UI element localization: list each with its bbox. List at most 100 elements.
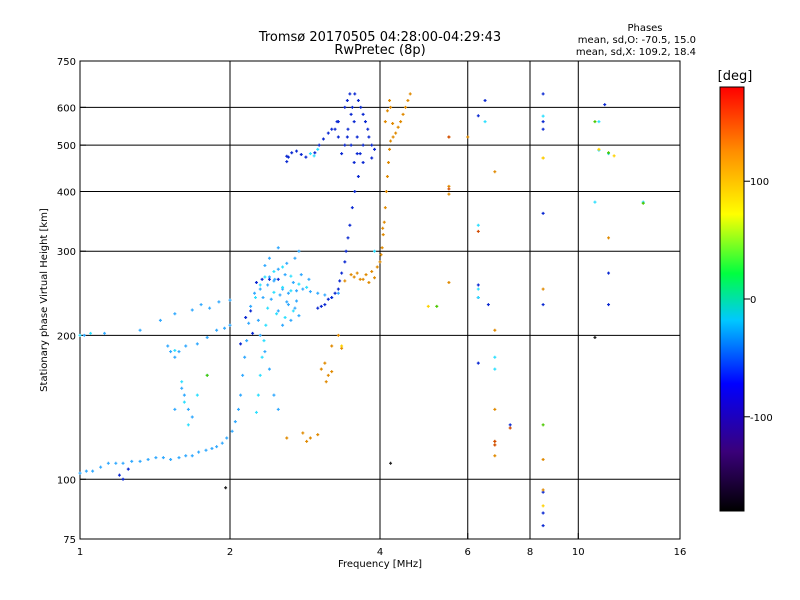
data-point [340,152,344,156]
data-point [286,303,290,307]
data-point [345,99,349,103]
data-point [184,344,188,348]
data-point [403,105,407,109]
data-point [158,318,162,322]
data-point [373,276,377,280]
data-point [541,120,545,124]
data-point [258,373,262,377]
data-point [249,309,253,313]
data-point [447,135,451,139]
data-point [541,303,545,307]
data-point [91,469,95,473]
y-tick-label: 200 [57,331,76,342]
data-point [308,152,312,156]
data-point [607,151,611,155]
data-point [476,361,480,365]
data-point [355,271,359,275]
data-point [493,170,497,174]
data-point [190,415,194,419]
data-point [493,407,497,411]
data-point [225,436,229,440]
data-point [383,206,387,210]
x-tick-label: 4 [377,547,383,558]
data-point [258,333,262,337]
data-point [272,279,276,283]
data-point [224,486,228,490]
y-tick-label: 500 [57,141,76,152]
data-point [166,344,170,348]
data-point [301,431,305,435]
data-point [276,246,280,250]
data-point [126,467,130,471]
colorbar-tick-label: -100 [750,413,773,424]
data-point [186,407,190,411]
data-point [379,253,383,257]
data-point [78,471,82,475]
data-point [350,105,354,109]
data-point [323,361,327,365]
data-point [263,275,267,279]
data-point [326,297,330,301]
data-point [82,333,86,337]
data-point [358,152,362,156]
data-point [493,454,497,458]
data-point [361,160,365,164]
data-point [389,105,393,109]
y-tick-label: 400 [57,187,76,198]
data-point [394,131,398,135]
data-point [476,229,480,233]
data-point [340,271,344,275]
data-point [89,331,93,335]
data-point [493,367,497,371]
data-point [236,407,240,411]
data-point [180,386,184,390]
data-point [272,290,276,294]
data-point [281,323,285,327]
data-point [173,355,177,359]
data-point [346,127,350,131]
data-point [258,283,262,287]
data-point [241,373,245,377]
data-point [301,287,305,291]
data-point [385,109,389,113]
phase-info-title: Phases [627,23,662,34]
data-point [319,367,323,371]
data-point [210,446,214,450]
data-point [483,99,487,103]
data-point [317,143,321,147]
data-point [121,477,125,481]
data-point [389,461,393,465]
data-point [333,127,337,131]
data-point [245,339,249,343]
data-point [285,300,289,304]
data-points [78,92,645,528]
data-point [370,156,374,160]
colorbar-tick-label: 0 [750,295,756,306]
data-point [261,296,265,300]
data-point [370,270,374,274]
data-point [370,143,374,147]
data-point [256,393,260,397]
data-point [161,456,165,460]
data-point [343,143,347,147]
data-point [290,151,294,155]
data-point [305,285,309,289]
data-point [508,426,512,430]
data-point [258,287,262,291]
data-point [78,333,82,337]
data-point [344,249,348,253]
data-point [253,291,257,295]
data-point [267,256,271,260]
data-point [597,120,601,124]
data-point [276,267,280,271]
data-point [346,236,350,240]
data-point [359,105,363,109]
data-point [304,155,308,159]
data-point [267,277,271,281]
data-point [275,312,279,316]
data-point [607,303,611,307]
data-point [399,120,403,124]
data-point [447,187,451,191]
data-point [276,407,280,411]
data-point [336,287,340,291]
